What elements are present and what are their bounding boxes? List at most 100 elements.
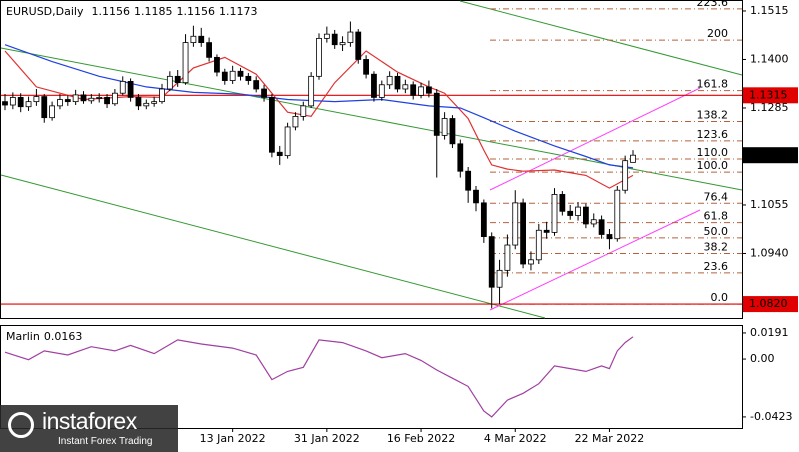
candle-body (135, 97, 142, 107)
trend-line (459, 0, 743, 76)
price-label: 1.1173 (749, 148, 788, 161)
candle-body (512, 202, 519, 246)
candle-body (276, 151, 283, 157)
candle-body (614, 189, 621, 240)
x-tick-label: 13 Jan 2022 (200, 432, 266, 445)
fib-label: 110.0 (697, 146, 729, 159)
candle-body (198, 35, 205, 43)
line-series (4, 50, 634, 189)
y-tick-label: 1.1055 (750, 198, 789, 211)
candle-body (151, 101, 158, 104)
candle-body (64, 99, 71, 103)
candle-body (268, 97, 275, 153)
close-value: 1.1173 (219, 5, 258, 18)
candle-body (182, 42, 189, 84)
candle-body (17, 97, 24, 108)
candle-body (504, 244, 511, 271)
x-tick-label: 4 Mar 2022 (484, 432, 547, 445)
candle-body (190, 35, 197, 43)
candle-body (206, 42, 213, 58)
candle-body (253, 80, 260, 90)
candle-body (284, 126, 291, 157)
candle-body (57, 99, 63, 107)
candle-body (402, 84, 409, 90)
candle-body (237, 70, 244, 77)
candle-body (25, 101, 32, 108)
candle-body (49, 105, 55, 119)
candle-body (308, 75, 315, 107)
candle-body (88, 97, 95, 102)
candle-body (159, 88, 165, 103)
logo: instaforex Instant Forex Trading (0, 405, 178, 452)
candle-body (143, 102, 150, 107)
candle-body (480, 202, 487, 238)
candle-body (630, 154, 636, 163)
candle-body (378, 84, 385, 98)
candle-body (300, 105, 307, 117)
candle-body (386, 75, 393, 86)
channel-line (489, 209, 701, 311)
fib-label: 123.6 (697, 128, 729, 141)
indicator-value: 0.0163 (44, 330, 83, 343)
candle-body (622, 160, 629, 191)
candle-body (441, 118, 448, 136)
candle-body (394, 75, 401, 90)
fib-label: 61.8 (704, 210, 729, 223)
candle-body (567, 210, 574, 216)
candle-body (323, 33, 330, 39)
candle-body (410, 84, 417, 96)
candle-body (104, 97, 110, 105)
candle-body (166, 75, 173, 90)
candle-body (33, 96, 40, 103)
indicator-title: Marlin (6, 330, 40, 343)
fib-label: 161.8 (697, 78, 729, 91)
candle-body (449, 118, 456, 145)
y-tick-label: 1.1515 (750, 4, 789, 17)
fib-label: 0.0 (711, 291, 729, 304)
candle-body (2, 101, 8, 106)
candle-body (535, 229, 542, 261)
fib-label: 138.2 (697, 108, 729, 121)
candle-body (543, 229, 550, 233)
high-value: 1.1185 (134, 5, 173, 18)
candle-body (292, 116, 299, 128)
y-tick-label: 1.0940 (750, 246, 789, 259)
candle-body (355, 31, 362, 60)
candle-body (174, 75, 181, 84)
candle-body (9, 97, 16, 106)
y-tick-label: 1.1285 (750, 101, 789, 114)
candle-body (127, 80, 134, 98)
x-tick-label: 22 Mar 2022 (575, 432, 645, 445)
fib-label: 23.6 (704, 260, 729, 273)
candle-body (520, 202, 526, 265)
fib-label: 50.0 (704, 225, 729, 238)
y-tick-label: 1.1400 (750, 52, 789, 65)
candle-body (551, 194, 558, 233)
candle-body (339, 42, 346, 46)
line-series (4, 336, 634, 418)
candle-body (425, 86, 432, 94)
candle-body (590, 219, 597, 225)
candle-body (433, 92, 440, 136)
candle-body (465, 170, 472, 191)
candle-body (418, 86, 424, 96)
trend-line (0, 174, 546, 319)
candle-body (496, 269, 503, 288)
candle-body (119, 80, 126, 94)
y-tick-label: -0.0423 (750, 410, 792, 423)
level-box (743, 87, 798, 104)
indicator-label: Marlin 0.0163 (6, 330, 82, 343)
candle-body (245, 75, 252, 81)
y-tick-label: 0.00 (750, 352, 775, 365)
candle-body (528, 259, 534, 265)
x-tick-label: 31 Jan 2022 (294, 432, 360, 445)
low-value: 1.1156 (176, 5, 215, 18)
candle-body (229, 70, 236, 81)
symbol: EURUSD,Daily (6, 5, 84, 18)
candle-body (583, 206, 589, 225)
x-tick-label: 16 Feb 2022 (387, 432, 455, 445)
candle-body (371, 73, 377, 98)
candle-body (488, 236, 495, 288)
